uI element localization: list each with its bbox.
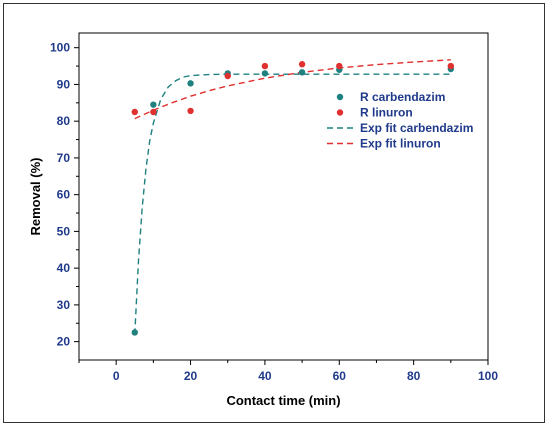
- y-tick-label: 40: [57, 261, 71, 275]
- y-tick-label: 20: [57, 335, 71, 349]
- data-point-1: [447, 62, 455, 70]
- x-tick-label: 60: [333, 369, 347, 383]
- legend-label: Exp fit linuron: [360, 137, 441, 151]
- fit-lines-layer: [134, 59, 451, 335]
- data-point-0: [187, 80, 194, 87]
- legend-label: R linuron: [360, 106, 413, 120]
- x-tick-label: 100: [478, 369, 498, 383]
- data-point-0: [150, 101, 157, 108]
- data-point-1: [150, 108, 157, 116]
- x-axis-title: Contact time (min): [226, 393, 340, 408]
- x-tick-label: 0: [113, 369, 120, 383]
- legend-swatch-marker: [336, 109, 344, 116]
- x-tick-label: 80: [407, 369, 421, 383]
- y-tick-label: 90: [57, 77, 71, 91]
- data-point-0: [131, 329, 138, 336]
- points-layer: [131, 61, 455, 336]
- data-point-1: [224, 72, 231, 80]
- figure-frame: [3, 3, 545, 423]
- x-tick-label: 20: [184, 369, 198, 383]
- legend-label: Exp fit carbendazim: [360, 121, 473, 135]
- y-tick-label: 70: [57, 151, 71, 165]
- y-axis-title: Removal (%): [28, 157, 43, 235]
- data-point-1: [336, 62, 343, 70]
- ticks-layer: 0 20 40 60 80 100 20 30 40 50 60 70 80 90 100: [50, 41, 498, 383]
- data-point-1: [187, 107, 194, 115]
- y-tick-label: 50: [57, 224, 71, 238]
- y-tick-label: 100: [50, 41, 70, 55]
- y-tick-label: 30: [57, 298, 71, 312]
- data-point-1: [131, 108, 138, 116]
- y-tick-label: 80: [57, 114, 71, 128]
- fit-line-2: [134, 73, 451, 335]
- y-tick-label: 60: [57, 188, 71, 202]
- plot-area-border: [78, 32, 489, 361]
- data-point-1: [261, 62, 269, 70]
- fit-line-3: [134, 59, 451, 120]
- data-point-1: [298, 61, 306, 68]
- legend-swatch-marker: [336, 93, 344, 101]
- x-tick-label: 40: [258, 369, 272, 383]
- data-point-0: [298, 69, 306, 76]
- legend-label: R carbendazim: [360, 90, 445, 104]
- data-point-0: [261, 70, 269, 77]
